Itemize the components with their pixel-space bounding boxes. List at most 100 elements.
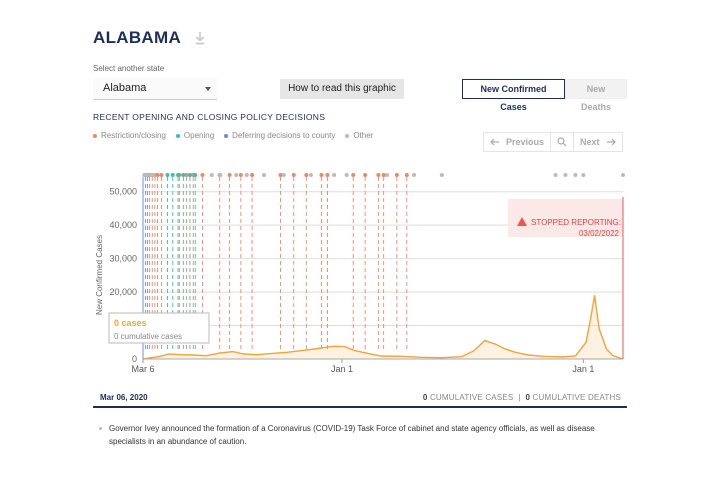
x-tick-label: Mar 6 [131,364,154,374]
cumulative-cases-label: CUMULATIVE CASES [429,393,514,402]
policy-dot [278,173,283,177]
annotation-date: 03/02/2022 [579,229,620,238]
how-to-read-button[interactable]: How to read this graphic [280,79,404,99]
policy-pager: Previous Next [483,132,623,152]
select-state-label: Select another state [93,64,165,73]
cases-chart: New Confirmed Cases 010,00020,00030,0004… [95,173,625,374]
cumulative-deaths-count: 0 [525,393,531,402]
y-tick-label: 20,000 [109,287,137,297]
y-tick-label: 0 [132,354,137,364]
toggle-new-confirmed-cases[interactable]: New Confirmed Cases [462,79,565,112]
annotation-title: STOPPED REPORTING: [531,218,621,227]
policy-dot-other [439,173,444,177]
event-description: Governor Ivey announced the formation of… [109,424,595,446]
tooltip-value: 0 cases [114,318,147,328]
policy-dot [351,173,356,177]
previous-button[interactable]: Previous [484,133,550,151]
policy-section-title: RECENT OPENING AND CLOSING POLICY DECISI… [93,112,326,122]
title-row: ALABAMA [93,28,207,48]
stats-separator: | [518,393,521,402]
legend-label-restriction: Restriction/closing [101,131,166,140]
policy-dot [238,173,243,177]
policy-dot [325,173,330,177]
previous-label: Previous [506,137,545,147]
policy-dot-other [261,173,266,177]
policy-dot-other [553,173,558,177]
legend-dot-restriction [93,133,97,138]
annotation-box [508,199,623,237]
warning-icon [517,217,527,226]
legend-label-opening: Opening [183,131,215,140]
policy-dot [227,173,232,177]
policy-dot [376,173,381,177]
policy-dot [394,173,399,177]
state-title: ALABAMA [93,28,182,47]
policy-dot [165,173,170,177]
event-bullet [99,427,102,430]
tooltip-box [108,312,210,344]
policy-dot [159,173,164,177]
next-button[interactable]: Next [573,133,622,151]
legend-item-restriction: Restriction/closing [93,131,166,140]
arrow-right-icon [606,138,616,146]
legend-dot-opening [175,133,180,138]
policy-dot [176,173,181,177]
policy-dot [181,173,186,177]
policy-dot-other [244,173,249,177]
x-tick-label: Jan 1 [331,364,353,374]
policy-dot [170,173,175,177]
policy-dot [363,173,368,177]
y-tick-label: 40,000 [109,220,137,230]
download-icon[interactable] [193,30,207,46]
stopped-reporting-annotation: STOPPED REPORTING: 03/02/2022 [508,197,624,359]
cumulative-deaths-label: CUMULATIVE DEATHS [532,393,621,402]
policy-dot-other [563,173,568,177]
y-axis-label: New Confirmed Cases [95,235,104,315]
state-select-value: Alabama [103,82,147,94]
policy-dot [304,173,309,177]
policy-dot-other [308,173,313,177]
chart-series [142,295,624,360]
arrow-left-icon [490,138,499,146]
policy-dot-other [344,173,349,177]
policy-dot [184,173,189,177]
policy-dot-other [332,173,337,177]
policy-dot [319,173,324,177]
policy-dot-other [573,173,578,177]
legend-dot-other [345,133,350,138]
policy-dot-other [581,173,586,177]
policy-dot-other [621,173,625,177]
x-tick-label: Jan 1 [572,364,594,374]
legend-item-other: Other [345,131,373,140]
policy-dot [381,173,386,177]
policy-dot [155,173,160,177]
legend-dot-county [224,133,229,138]
legend-label-other: Other [353,131,374,140]
series-area [143,295,623,359]
search-icon [557,137,567,147]
search-button[interactable] [550,133,573,151]
cumulative-cases-count: 0 [422,393,428,402]
policy-dot [193,173,198,177]
chart-tooltip: 0 cases 0 cumulative cases [108,312,210,344]
tooltip-sub: 0 cumulative cases [114,332,182,341]
policy-dot-other [151,173,156,177]
policy-dot [200,173,205,177]
legend-item-county: Deferring decisions to county [224,131,335,140]
policy-dot-other [209,173,214,177]
y-tick-label: 30,000 [109,254,137,264]
chevron-down-icon [205,87,211,91]
metric-toggle: New Confirmed Cases New Deaths [462,79,627,112]
cumulative-stats: 0 CUMULATIVE CASES | 0 CUMULATIVE DEATHS [423,393,621,402]
legend-label-county: Deferring decisions to county [232,131,336,140]
state-select[interactable]: Alabama [93,78,217,100]
policy-dot-other [281,173,286,177]
y-tick-label: 50,000 [109,187,137,197]
policy-dot-other [144,173,149,177]
policy-dot-other [412,173,417,177]
policy-event: Governor Ivey announced the formation of… [99,422,619,448]
policy-legend: Restriction/closing Opening Deferring de… [93,131,373,140]
x-tick-labels: Mar 6 Jan 1 Jan 1 [131,358,623,374]
toggle-new-deaths[interactable]: New Deaths [565,79,627,112]
next-label: Next [580,137,600,147]
